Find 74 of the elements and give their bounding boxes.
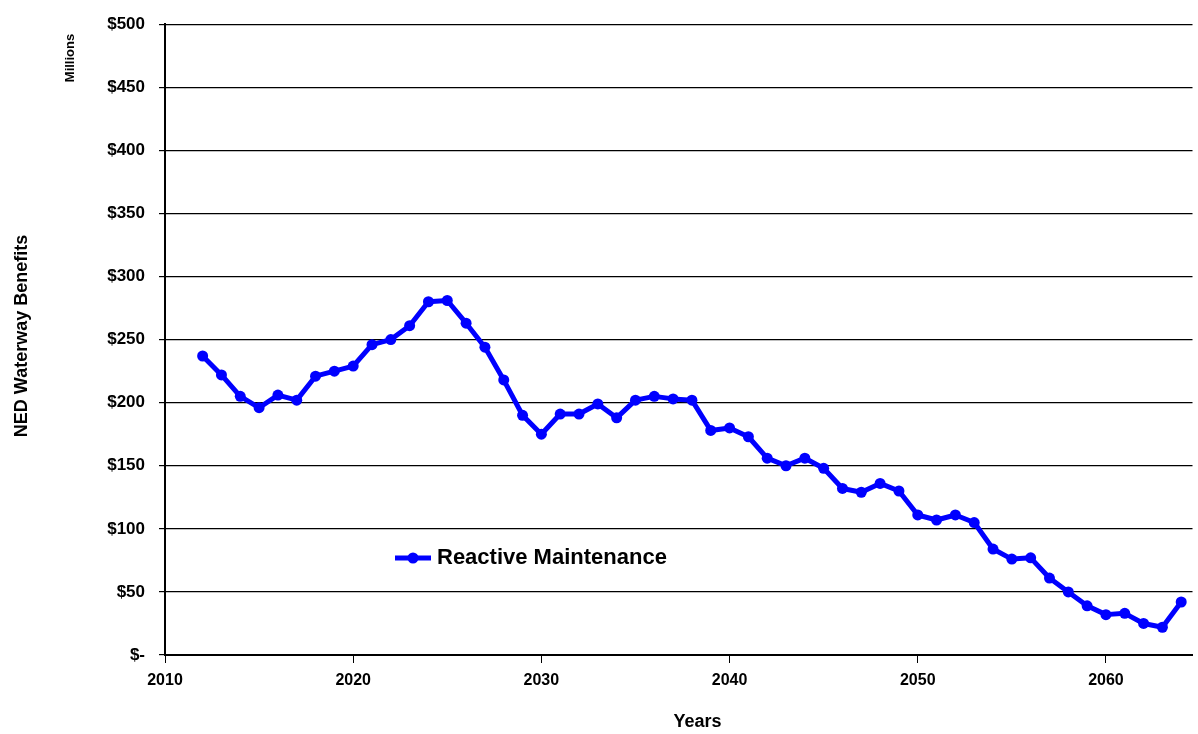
point — [517, 409, 529, 421]
point — [1062, 586, 1074, 598]
y-tick-label: $250 — [107, 329, 145, 349]
point — [949, 509, 961, 521]
x-tick-label: 2030 — [523, 671, 560, 689]
point — [498, 374, 510, 386]
x-tick-label: 2050 — [899, 671, 936, 689]
y-tick-label: $100 — [107, 518, 145, 538]
point — [818, 462, 830, 474]
y-tick-label: $400 — [107, 140, 145, 160]
point — [422, 296, 434, 308]
point — [1156, 621, 1168, 633]
point — [592, 398, 604, 410]
x-tick-label: 2010 — [147, 671, 183, 689]
point — [310, 370, 322, 382]
point — [1119, 607, 1131, 619]
point — [912, 509, 924, 521]
legend-label: Reactive Maintenance — [437, 544, 667, 570]
point — [686, 394, 698, 406]
point — [404, 320, 416, 332]
point — [328, 365, 340, 377]
y-tick-label: $300 — [107, 266, 145, 286]
y-tick-label: $350 — [107, 203, 145, 223]
point — [272, 389, 284, 401]
point — [535, 428, 547, 440]
y-tick-label: $150 — [107, 455, 145, 475]
point — [629, 394, 641, 406]
y-tick-label: $- — [129, 644, 145, 664]
y-axis-title: NED Waterway Benefits — [10, 234, 31, 438]
point — [291, 394, 303, 406]
point — [799, 452, 811, 464]
x-tick-label: 2060 — [1088, 671, 1124, 689]
point — [1100, 609, 1112, 621]
point — [573, 408, 585, 420]
point — [1006, 553, 1018, 565]
point — [1175, 596, 1187, 608]
y-tick-label: $500 — [107, 13, 145, 33]
point — [742, 431, 754, 443]
x-axis-title: Years — [673, 710, 722, 731]
point — [366, 339, 378, 351]
point — [968, 517, 980, 529]
point — [836, 482, 848, 494]
point — [197, 350, 209, 362]
point — [874, 477, 886, 489]
point — [215, 369, 227, 381]
point — [761, 452, 773, 464]
point — [931, 514, 943, 526]
x-tick-label: 2040 — [711, 671, 748, 689]
point — [347, 360, 359, 372]
point — [724, 422, 736, 434]
text: Millions — [61, 33, 77, 83]
y-tick-label: $200 — [107, 392, 145, 412]
point — [253, 402, 265, 414]
point — [855, 486, 867, 498]
point — [234, 390, 246, 402]
point — [479, 341, 491, 353]
point — [780, 460, 792, 472]
point — [1025, 552, 1037, 564]
x-tick-label: 2020 — [335, 671, 372, 689]
y-tick-label: $50 — [116, 581, 145, 601]
point — [611, 412, 623, 424]
point — [893, 485, 905, 497]
point — [1043, 572, 1055, 584]
point — [385, 334, 397, 346]
point — [1081, 600, 1093, 612]
point — [987, 543, 999, 555]
point — [554, 408, 566, 420]
point — [667, 393, 679, 405]
point — [648, 390, 660, 402]
point — [705, 424, 717, 436]
y-tick-label: $450 — [107, 76, 145, 96]
point — [460, 317, 472, 329]
point — [441, 294, 453, 306]
point — [1138, 617, 1150, 629]
